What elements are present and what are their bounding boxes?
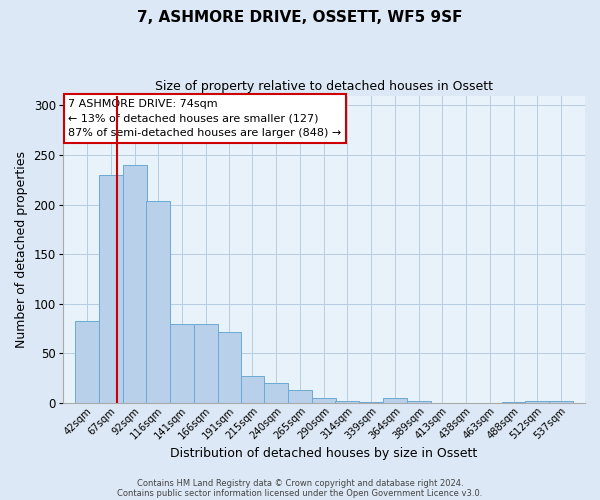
Bar <box>313 398 337 403</box>
Bar <box>75 320 98 403</box>
Bar <box>218 332 241 403</box>
Bar <box>122 165 146 403</box>
Y-axis label: Number of detached properties: Number of detached properties <box>15 151 28 348</box>
X-axis label: Distribution of detached houses by size in Ossett: Distribution of detached houses by size … <box>170 447 478 460</box>
Bar <box>170 324 194 403</box>
Bar <box>383 398 407 403</box>
Bar <box>335 401 359 403</box>
Bar <box>289 390 313 403</box>
Bar <box>241 376 265 403</box>
Title: Size of property relative to detached houses in Ossett: Size of property relative to detached ho… <box>155 80 493 93</box>
Bar <box>98 175 122 403</box>
Text: Contains HM Land Registry data © Crown copyright and database right 2024.: Contains HM Land Registry data © Crown c… <box>137 478 463 488</box>
Text: Contains public sector information licensed under the Open Government Licence v3: Contains public sector information licen… <box>118 488 482 498</box>
Bar <box>146 200 170 403</box>
Bar <box>359 402 383 403</box>
Bar <box>525 401 549 403</box>
Text: 7 ASHMORE DRIVE: 74sqm
← 13% of detached houses are smaller (127)
87% of semi-de: 7 ASHMORE DRIVE: 74sqm ← 13% of detached… <box>68 98 341 138</box>
Bar <box>549 401 573 403</box>
Bar <box>407 401 431 403</box>
Text: 7, ASHMORE DRIVE, OSSETT, WF5 9SF: 7, ASHMORE DRIVE, OSSETT, WF5 9SF <box>137 10 463 25</box>
Bar <box>265 383 289 403</box>
Bar <box>502 402 526 403</box>
Bar <box>194 324 218 403</box>
